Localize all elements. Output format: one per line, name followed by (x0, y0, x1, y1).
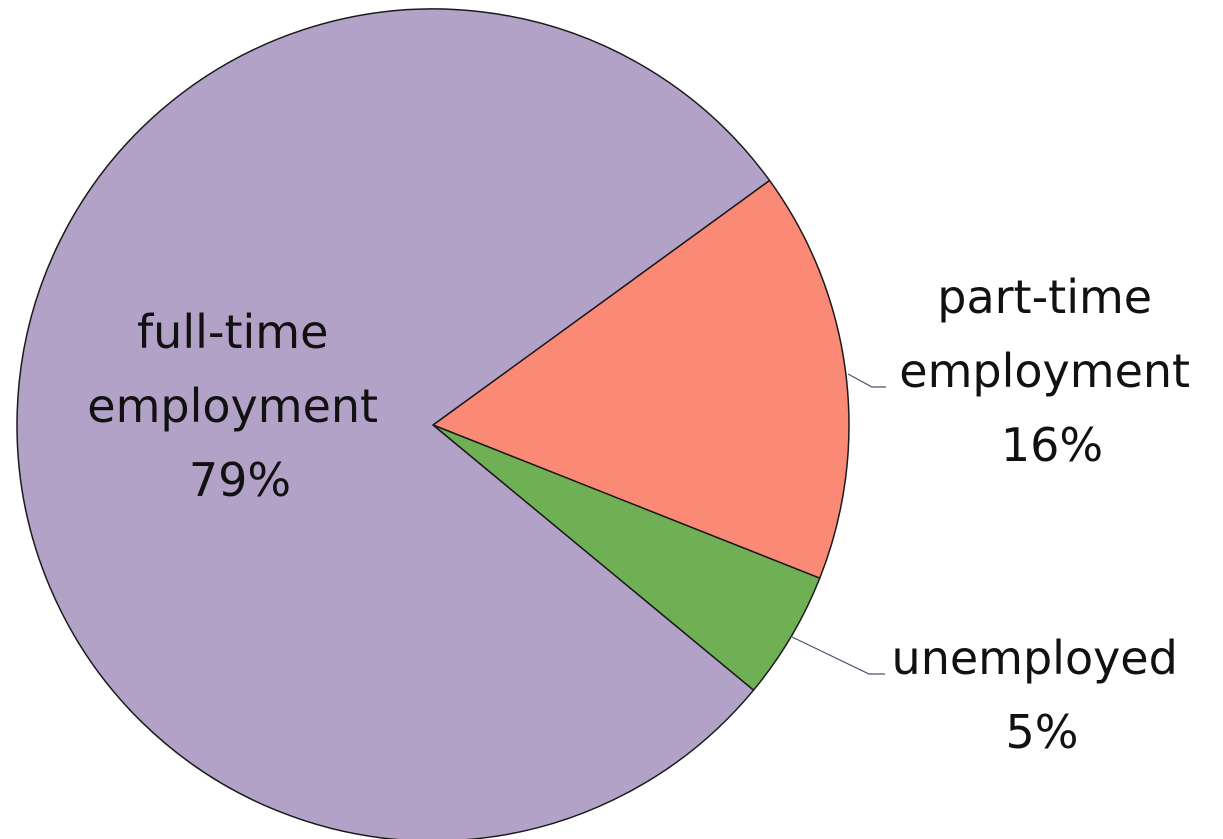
data-label-full-time: full-time employment 79% (87, 305, 392, 507)
data-label-part-time-line-1: part-time (937, 270, 1152, 324)
data-label-unemployed-value: 5% (1006, 705, 1079, 759)
data-label-part-time: part-time employment 16% (899, 270, 1204, 472)
data-label-full-time-line-2: employment (87, 379, 378, 433)
pie-slice-part-time (432, 179, 850, 579)
data-label-part-time-line-2: employment (899, 344, 1190, 398)
data-label-full-time-line-1: full-time (137, 305, 328, 359)
data-label-unemployed: unemployed 5% (892, 631, 1193, 759)
pie-slices (16, 8, 850, 839)
data-label-unemployed-line-1: unemployed (892, 631, 1178, 685)
data-label-part-time-value: 16% (1001, 418, 1103, 472)
leader-line-part-time (847, 373, 886, 388)
data-label-full-time-value: 79% (189, 453, 291, 507)
leader-lines (789, 373, 886, 675)
leader-line-unemployed (789, 635, 885, 675)
data-labels: full-time employment 79% part-time emplo… (87, 270, 1204, 759)
